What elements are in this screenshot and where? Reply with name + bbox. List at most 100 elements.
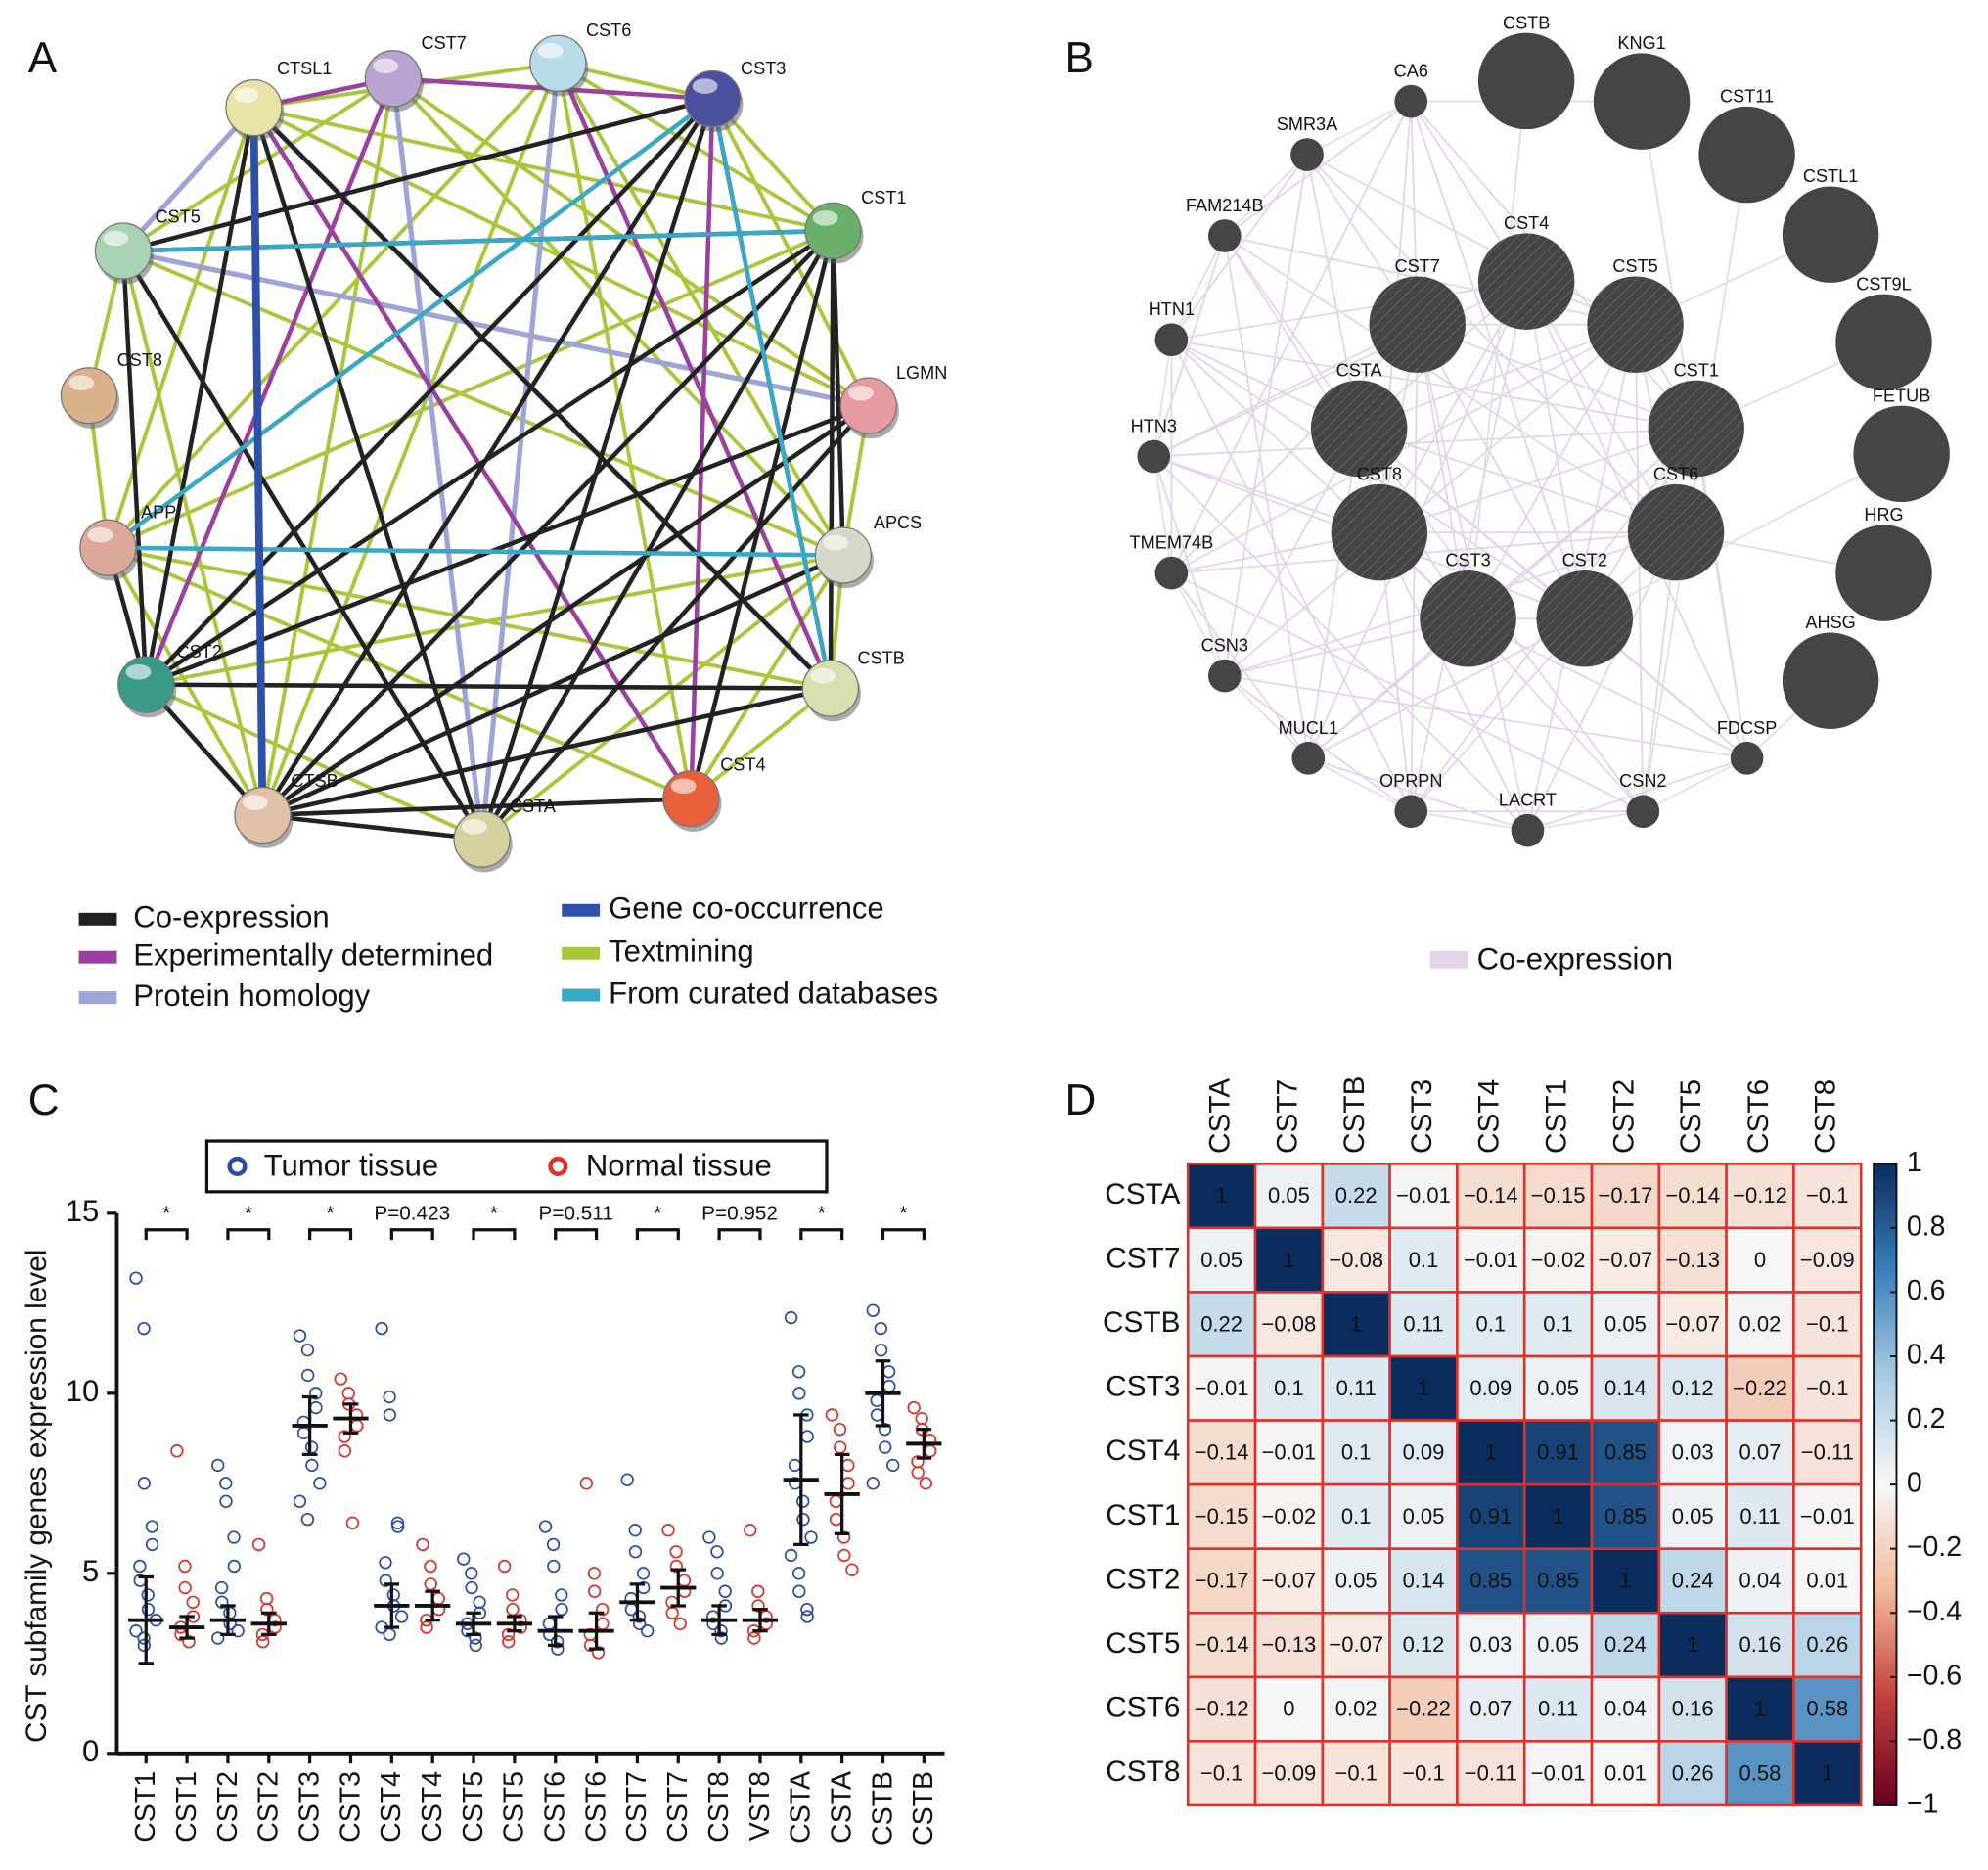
edge-coexpression — [262, 796, 692, 818]
cell-label: −0.01 — [1531, 1760, 1586, 1785]
edge-coexpression — [1224, 674, 1412, 812]
data-point — [345, 1516, 360, 1529]
colorbar-tick-label: −0.8 — [1907, 1724, 1962, 1756]
node-label: CSTL1 — [1803, 166, 1858, 186]
heatmap-cell — [1388, 1291, 1459, 1358]
data-point — [579, 1477, 594, 1490]
node-label: HTN1 — [1149, 299, 1195, 319]
heatmap-cell — [1590, 1740, 1661, 1807]
x-tick-label: CST4 — [376, 1771, 407, 1843]
panel-label: B — [1065, 34, 1094, 82]
heatmap-cell — [1792, 1419, 1863, 1486]
data-point — [587, 1584, 602, 1598]
node — [234, 786, 292, 844]
node-highlight — [823, 534, 849, 551]
heatmap-cell — [1186, 1354, 1257, 1422]
data-point — [227, 1559, 241, 1574]
legend-label: Co-expression — [1477, 941, 1673, 976]
cell-label: −0.07 — [1329, 1632, 1383, 1657]
x-tick-label: VST8 — [745, 1771, 776, 1841]
edge-coexpression — [1416, 324, 1586, 619]
node-label: MUCL1 — [1279, 718, 1338, 738]
data-point — [231, 1624, 245, 1638]
data-point — [497, 1559, 512, 1574]
data-point — [223, 1617, 237, 1631]
data-point — [145, 1537, 159, 1552]
edge-coexpression — [1358, 323, 1636, 430]
cell-label: −0.13 — [1262, 1632, 1317, 1657]
data-point — [800, 1610, 814, 1623]
significance-bracket — [472, 1228, 517, 1241]
node-label: CSN3 — [1201, 636, 1248, 656]
node-highlight — [537, 43, 564, 59]
data-point — [791, 1567, 806, 1580]
edge-coexpression — [1224, 100, 1412, 237]
node — [801, 660, 860, 717]
node-label: TMEM74B — [1130, 533, 1214, 553]
edge-homology — [390, 78, 485, 840]
edge-coexpression — [689, 230, 836, 799]
data-point — [882, 1379, 896, 1393]
cell-label: −0.1 — [1402, 1760, 1444, 1785]
cell-label: 0.85 — [1537, 1569, 1579, 1593]
node — [1782, 632, 1879, 729]
panel-label: C — [28, 1076, 60, 1124]
data-point — [788, 1458, 802, 1473]
heatmap-cell — [1388, 1611, 1459, 1679]
row-label: CST1 — [1106, 1499, 1180, 1531]
cell-label: −0.12 — [1195, 1697, 1249, 1721]
colorbar-tick-label: 0.4 — [1907, 1340, 1946, 1371]
edge-coexpression — [1170, 339, 1586, 620]
edge-coexpression — [261, 553, 844, 818]
heatmap-cell — [1321, 1482, 1391, 1550]
column-label: CST1 — [1540, 1079, 1572, 1154]
cell-label: 0.12 — [1672, 1376, 1714, 1400]
edge-coexpression — [1525, 281, 1677, 533]
node — [453, 810, 511, 868]
heatmap-cell — [1253, 1740, 1325, 1807]
cell-label: 0.1 — [1543, 1311, 1573, 1336]
cell-label: −0.14 — [1195, 1439, 1249, 1464]
heatmap-cell — [1522, 1226, 1594, 1294]
edge-coexpression — [145, 403, 870, 687]
edge-textmining — [260, 77, 395, 816]
cell-label: 0.1 — [1341, 1439, 1372, 1464]
edge-coexpression — [1417, 323, 1697, 430]
edge-coexpression — [1152, 455, 1529, 832]
node-label: CST8 — [1357, 465, 1402, 484]
node-label: CSTA — [510, 797, 557, 816]
cell-label: −0.09 — [1262, 1760, 1317, 1785]
edge-coexpression — [1224, 674, 1309, 759]
legend-marker — [227, 1156, 248, 1176]
edge-textmining — [689, 554, 845, 800]
edge-coexpression — [1410, 281, 1528, 812]
colorbar-tick-label: 1 — [1907, 1147, 1922, 1178]
node-highlight — [692, 78, 718, 94]
legend-swatch — [562, 903, 601, 917]
data-point — [547, 1559, 561, 1574]
data-point — [469, 1631, 482, 1645]
cell-label: 0.04 — [1740, 1569, 1782, 1593]
data-point — [879, 1440, 892, 1454]
edge-coexpression — [1306, 100, 1412, 156]
cell-label: −0.1 — [1806, 1311, 1848, 1336]
node — [1648, 380, 1744, 478]
data-point — [424, 1559, 437, 1574]
edge-coexpression — [1152, 456, 1173, 573]
data-point — [211, 1631, 225, 1645]
legend-swatch — [78, 912, 117, 926]
cell-label: −0.17 — [1599, 1183, 1653, 1208]
edge-curated — [710, 98, 834, 689]
x-tick-label: CSTB — [908, 1771, 939, 1846]
cell-label: 0.1 — [1409, 1248, 1439, 1272]
cell-label: 0.02 — [1740, 1311, 1782, 1336]
legend-label: Normal tissue — [586, 1148, 772, 1182]
edge-coexpression — [260, 229, 836, 817]
row-label: CSTA — [1105, 1178, 1180, 1210]
cell-label: −0.1 — [1334, 1760, 1377, 1785]
heatmap-cell — [1590, 1611, 1661, 1679]
edge-coexpression — [144, 107, 256, 686]
row-label: CST7 — [1106, 1243, 1180, 1275]
edge-coexpression — [122, 96, 713, 253]
